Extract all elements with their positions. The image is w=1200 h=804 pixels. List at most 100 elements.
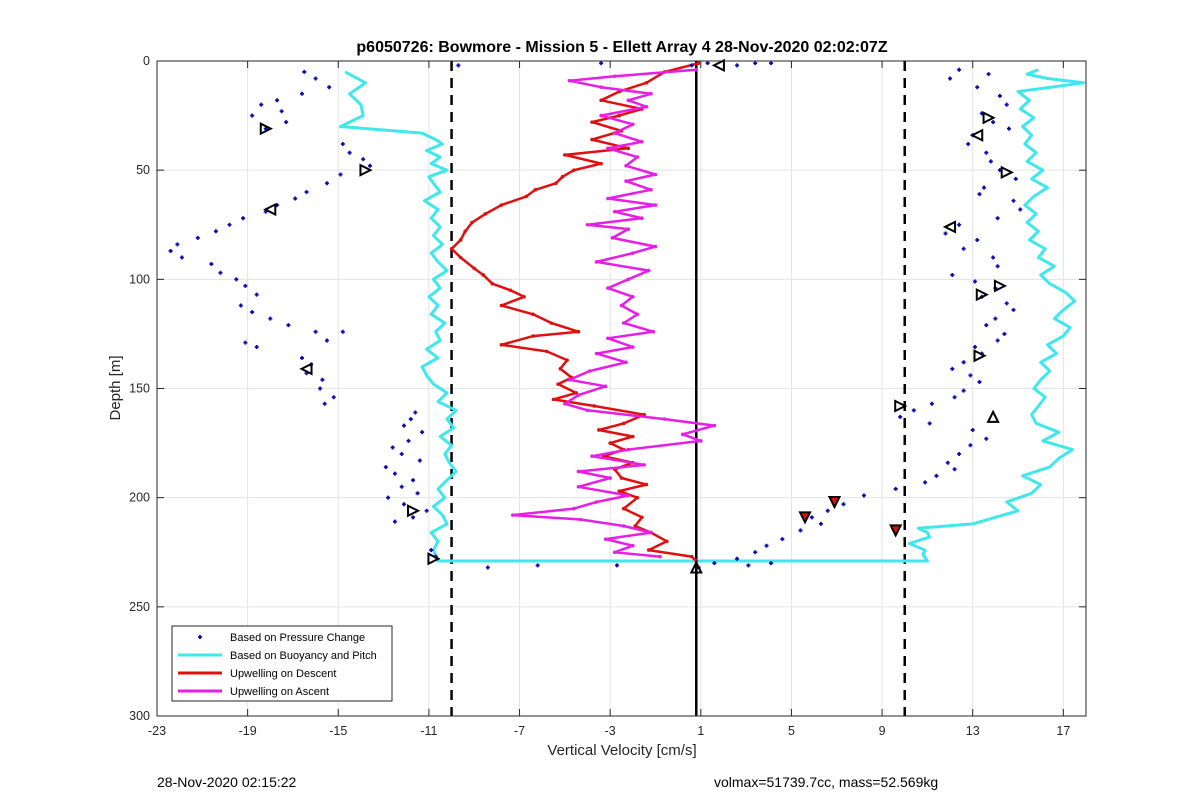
series-point-2 (644, 81, 649, 85)
series-point-3 (621, 321, 626, 325)
series-point-3 (626, 277, 631, 282)
series-point-2 (499, 343, 504, 347)
series-point-3 (646, 268, 651, 273)
pressure-point (324, 338, 329, 343)
pressure-point (984, 436, 989, 441)
pressure-point (975, 238, 980, 243)
pressure-point (982, 185, 987, 190)
grid (156, 60, 1086, 717)
series-point-3 (624, 164, 628, 168)
pressure-point (399, 452, 404, 456)
pressure-point (383, 465, 388, 470)
series-point-2 (449, 246, 454, 251)
series-point-3 (606, 336, 610, 341)
series-point-3 (619, 303, 624, 308)
pressure-point (997, 93, 1002, 98)
y-tick-label: 250 (129, 600, 150, 614)
series-point-2 (549, 321, 554, 325)
series-point-3 (576, 469, 581, 474)
series-point-3 (680, 432, 685, 437)
series-point-3 (612, 131, 617, 135)
pressure-point (861, 493, 866, 498)
series-point-2 (553, 181, 558, 186)
pressure-point (406, 438, 411, 443)
legend: Based on Pressure Change Based on Buoyanc… (171, 625, 393, 702)
pressure-point (798, 528, 803, 533)
series-point-3 (610, 236, 615, 240)
pressure-point (195, 235, 200, 240)
legend-label: Upwelling on Descent (230, 668, 336, 680)
series-point-3 (626, 98, 631, 103)
series-point-3 (626, 493, 631, 498)
y-tick-label: 200 (129, 491, 150, 505)
pressure-point (948, 76, 953, 81)
series-point-2 (599, 161, 603, 166)
pressure-point (263, 126, 268, 131)
series-point-3 (631, 295, 635, 299)
pressure-point (275, 98, 280, 103)
triangle-marker (986, 409, 1000, 423)
pressure-point (950, 272, 955, 277)
series-point-2 (617, 489, 622, 493)
pressure-point (780, 537, 785, 542)
legend-label: Based on Buoyancy and Pitch (230, 650, 377, 662)
triangle-marker (970, 128, 984, 142)
pressure-point (809, 515, 814, 520)
pressure-point (390, 445, 395, 450)
series-point-3 (510, 513, 515, 517)
series-point-2 (499, 303, 504, 308)
pressure-point (324, 181, 329, 186)
triangle-marker (827, 496, 842, 510)
series-point-3 (599, 113, 603, 118)
pressure-point (972, 345, 977, 350)
series-point-3 (603, 384, 608, 389)
series-point-2 (490, 281, 495, 286)
series-point-3 (567, 78, 572, 83)
pressure-point (825, 508, 830, 513)
pressure-point (968, 443, 973, 448)
pressure-point (957, 222, 962, 227)
triangle-marker (407, 504, 421, 518)
triangle-marker (263, 202, 277, 217)
series-point-2 (522, 295, 526, 299)
series-point-3 (563, 401, 567, 406)
pressure-point (284, 120, 289, 125)
series-point-2 (533, 188, 538, 192)
x-tick-label: -3 (605, 724, 616, 738)
pressure-point (227, 222, 232, 227)
pressure-point (995, 216, 1000, 221)
pressure-point (993, 316, 998, 321)
pressure-point (250, 113, 255, 118)
pressure-point (984, 323, 989, 328)
pressure-point (392, 519, 397, 524)
pressure-point (413, 410, 418, 415)
y-tick-label: 150 (129, 382, 150, 396)
pressure-point (286, 323, 291, 328)
triangle-marker (894, 399, 908, 413)
series-point-2 (640, 515, 644, 520)
y-axis-label: Depth [m] (107, 355, 124, 420)
series-point-2 (531, 334, 535, 338)
pressure-point (966, 141, 971, 146)
series-point-3 (606, 286, 610, 290)
series-point-2 (619, 476, 624, 480)
pressure-point (313, 329, 318, 334)
triangle-marker (259, 122, 273, 136)
triangle-marker (993, 279, 1008, 293)
pressure-point (424, 508, 429, 513)
pressure-point (179, 255, 184, 260)
pressure-point (1004, 301, 1009, 306)
series-point-2 (463, 229, 467, 234)
pressure-point (411, 478, 416, 483)
pressure-point (712, 561, 717, 566)
series-point-3 (649, 91, 653, 96)
series-point-3 (612, 209, 617, 214)
series-point-3 (642, 463, 646, 467)
x-tick-label: 5 (788, 724, 795, 738)
pressure-point (392, 471, 397, 476)
x-tick-label: 17 (1056, 724, 1070, 738)
pressure-point (923, 480, 928, 485)
pressure-point (995, 338, 1000, 343)
series-point-2 (617, 113, 622, 118)
series-point-3 (644, 105, 649, 109)
